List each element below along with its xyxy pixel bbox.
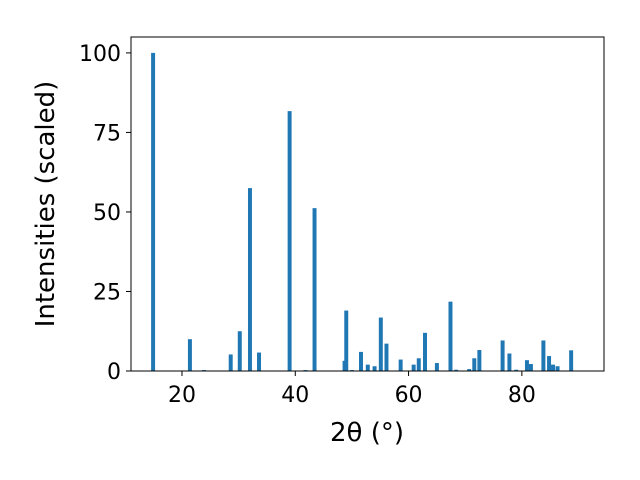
y-tick-label: 25 <box>93 280 121 305</box>
bar <box>344 310 349 371</box>
y-axis-label: Intensities (scaled) <box>31 81 61 328</box>
bar <box>247 188 252 371</box>
bar <box>151 52 156 372</box>
x-tick-label: 40 <box>281 383 309 408</box>
bar <box>507 353 512 371</box>
bar <box>378 317 383 371</box>
bar <box>500 340 505 371</box>
bar <box>359 351 363 371</box>
bar <box>411 364 416 371</box>
bar <box>365 364 370 371</box>
bar <box>257 352 262 371</box>
bar <box>454 369 459 371</box>
y-tick-label: 100 <box>79 42 121 67</box>
x-tick-label: 80 <box>508 383 536 408</box>
bar <box>528 364 533 371</box>
bar <box>551 364 556 371</box>
bar <box>312 208 317 371</box>
x-tick-label: 60 <box>395 383 423 408</box>
bar <box>467 369 472 371</box>
bar <box>555 366 560 371</box>
bars-group <box>151 52 574 372</box>
x-axis-label: 2θ (°) <box>330 418 404 448</box>
y-tick-label: 50 <box>93 201 121 226</box>
bar <box>237 331 242 371</box>
y-tick-label: 75 <box>93 121 121 146</box>
y-tick-label: 0 <box>107 360 121 385</box>
bar <box>541 340 546 371</box>
bar <box>187 339 192 371</box>
x-axis-ticks: 20 40 60 80 <box>168 371 536 408</box>
bar <box>524 360 529 371</box>
y-axis-ticks: 0 25 50 75 100 <box>79 42 131 385</box>
bar <box>416 358 421 371</box>
bar <box>547 356 552 371</box>
bar <box>477 350 482 371</box>
x-tick-label: 20 <box>168 383 196 408</box>
bar <box>287 111 292 372</box>
bar <box>514 369 519 371</box>
bar <box>434 363 439 371</box>
bar <box>448 301 453 371</box>
bar <box>398 359 403 371</box>
bar <box>423 332 427 371</box>
bar <box>384 343 389 371</box>
bar <box>569 350 574 371</box>
bar <box>372 366 377 371</box>
bar <box>472 358 477 371</box>
plot-frame <box>130 36 605 372</box>
bar <box>228 354 233 371</box>
